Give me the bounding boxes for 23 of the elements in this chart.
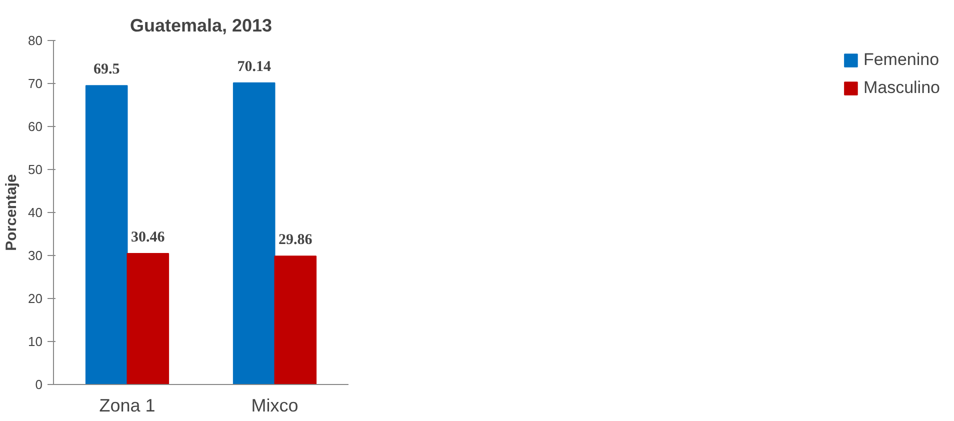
legend-label: Masculino <box>863 78 940 98</box>
y-tick-label: 30 <box>28 248 43 263</box>
data-label: 69.5 <box>93 62 120 78</box>
y-tick-label: 50 <box>28 162 43 177</box>
x-tick-label: Mixco <box>251 396 298 416</box>
chart-title: Guatemala, 2013 <box>130 16 272 36</box>
y-tick-label: 20 <box>28 291 43 306</box>
y-axis-title: Porcentaje <box>3 174 20 251</box>
bar <box>85 85 128 384</box>
y-tick-label: 80 <box>28 33 43 48</box>
bar <box>274 256 317 384</box>
y-tick-label: 0 <box>35 377 43 392</box>
y-tick-label: 10 <box>28 334 43 349</box>
y-tick-label: 70 <box>28 76 43 91</box>
data-label: 30.46 <box>131 230 166 246</box>
bar <box>232 82 276 384</box>
y-tick-label: 40 <box>28 205 43 220</box>
data-label: 29.86 <box>278 232 313 248</box>
y-tick-label: 60 <box>28 119 43 134</box>
data-label: 70.14 <box>237 58 272 75</box>
legend-label: Femenino <box>863 50 940 70</box>
x-tick-label: Zona 1 <box>99 396 156 416</box>
bar <box>126 253 170 384</box>
